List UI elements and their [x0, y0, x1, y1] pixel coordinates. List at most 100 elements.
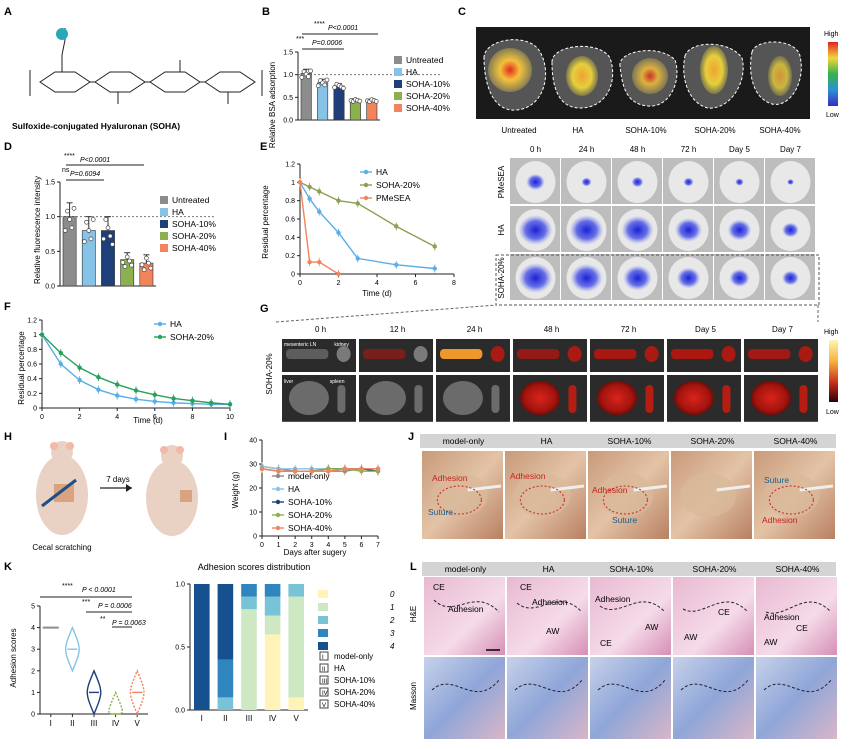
data-point: [317, 189, 322, 194]
data-point: [308, 68, 313, 74]
he-image: [507, 577, 588, 655]
data-point: [77, 377, 82, 383]
suture-tag: Suture: [612, 515, 637, 525]
legend-marker: [275, 512, 281, 518]
x-tick-label: 4: [115, 414, 119, 421]
liver: [519, 381, 560, 415]
panel-letter-g: G: [260, 303, 269, 315]
g-organ-grid: mesenteric LN kidney liver spleen: [282, 339, 818, 422]
l-row-label: H&E: [409, 606, 418, 622]
legend-swatch: [394, 92, 402, 100]
legend-swatch: [319, 663, 329, 673]
x-tick-label: V: [135, 719, 141, 728]
data-point: [373, 98, 379, 104]
data-point: [276, 469, 281, 474]
data-point: [120, 260, 126, 265]
he-image: [590, 577, 671, 655]
stack-segment: [264, 615, 281, 635]
g-timepoint-headers: 0 h 12 h 24 h 48 h 72 h Day 5 Day 7: [315, 325, 794, 334]
data-point: [77, 365, 82, 370]
fluorescence-signal: [787, 179, 794, 185]
tissue-boundary: [514, 679, 583, 693]
stack-segment: [264, 584, 281, 597]
c-organ-label: HA: [572, 126, 584, 135]
liver: [365, 381, 406, 415]
timepoint-label: Day 5: [729, 145, 750, 154]
legend-label: PMeSEA: [376, 193, 411, 203]
j-photos: model-only HA SOHA-10% SOHA-20% SOHA-40% Adhe…: [422, 436, 835, 539]
tissue-boundary: [516, 601, 583, 613]
y-tick-label: 0.2: [285, 253, 295, 260]
he-image: [424, 577, 505, 655]
legend-label: SOHA-10%: [288, 497, 332, 507]
data-point: [341, 85, 346, 91]
panel-j: J model-only HA SOHA-10% SOHA-20% SOHA-40% Ad…: [408, 431, 836, 539]
fluorescence-signal: [518, 263, 553, 293]
soha-structure: [29, 28, 263, 104]
adhesion-tag: Adhesion: [432, 473, 468, 483]
legend-label: HA: [288, 484, 300, 494]
histology-tag: CE: [433, 582, 445, 592]
legend-symbol: I: [322, 655, 324, 661]
x-tick-label: 4: [375, 280, 379, 287]
y-tick-label: 1.2: [285, 162, 295, 169]
panel-letter-i: I: [224, 431, 227, 443]
legend-swatch: [318, 590, 328, 598]
f-xlabel: Time (d): [133, 416, 163, 425]
d-sig1-p: P<0.0001: [80, 157, 110, 164]
panel-i: I Weight (g) Days after sugery 010203040…: [224, 431, 381, 557]
y-tick-label: 5: [31, 604, 35, 611]
x-tick-label: 8: [452, 280, 456, 287]
x-tick-label: V: [294, 714, 300, 723]
mice-grid: PMeSEA HA SOHA-20%: [497, 158, 815, 300]
l-header-bar: [422, 562, 836, 576]
stack-segment: [288, 584, 304, 597]
chart-f: 0 0.2 0.4 0.6 0.8 1 1.2 0 2 4 6 8 10 HA SOHA-20%: [27, 318, 234, 422]
legend-label: SOHA-20%: [172, 231, 216, 241]
k-sig3-p: P = 0.0063: [112, 620, 146, 627]
x-tick-label: I: [50, 719, 52, 728]
data-point: [299, 75, 305, 80]
adhesion-outline: [602, 485, 648, 515]
y-tick-label: 1.5: [283, 50, 293, 57]
x-tick-label: 6: [359, 542, 363, 549]
legend-label: model-only: [334, 652, 373, 661]
tissue-boundary: [599, 601, 666, 613]
series-line: [299, 181, 435, 270]
data-point: [432, 266, 437, 271]
timepoint-label: 12 h: [390, 325, 406, 334]
fluorescence-signal: [631, 176, 644, 188]
data-point: [355, 201, 360, 206]
intestine: [597, 473, 654, 517]
data-point: [62, 228, 68, 233]
histology-tag: AW: [684, 632, 697, 642]
panel-letter-e: E: [260, 141, 267, 153]
timepoint-label: 24 h: [579, 145, 595, 154]
data-point: [342, 466, 348, 471]
x-tick-label: II: [223, 714, 227, 723]
y-tick-label: 0.8: [285, 198, 295, 205]
e-ylabel: Residual percentage: [261, 185, 270, 259]
chart-b: 0.0 0.5 1.0 1.5: [283, 50, 440, 125]
adhesion-tag: Adhesion: [510, 471, 546, 481]
y-tick-label: 0.6: [285, 217, 295, 224]
legend-swatch: [394, 80, 402, 88]
x-tick-label: 1: [277, 542, 281, 549]
legend-label: SOHA-40%: [406, 103, 450, 113]
tissue-boundary: [433, 599, 500, 613]
l-group-label: HA: [543, 564, 555, 574]
x-tick-label: 2: [293, 542, 297, 549]
y-tick-label: 0.0: [283, 118, 293, 125]
data-point: [139, 262, 145, 268]
tissue-boundary: [597, 679, 666, 693]
masson-image: [756, 657, 837, 739]
data-point: [209, 400, 214, 406]
kidney: [336, 346, 351, 362]
mice-row-label: SOHA-20%: [497, 257, 506, 298]
legend-swatch: [319, 687, 329, 697]
fluorescence-signal: [581, 177, 592, 187]
legend-label: SOHA-20%: [406, 91, 450, 101]
d-sig2-p: P=0.6094: [70, 171, 100, 178]
mesenteric-ln: [440, 349, 483, 359]
liver: [596, 381, 637, 415]
